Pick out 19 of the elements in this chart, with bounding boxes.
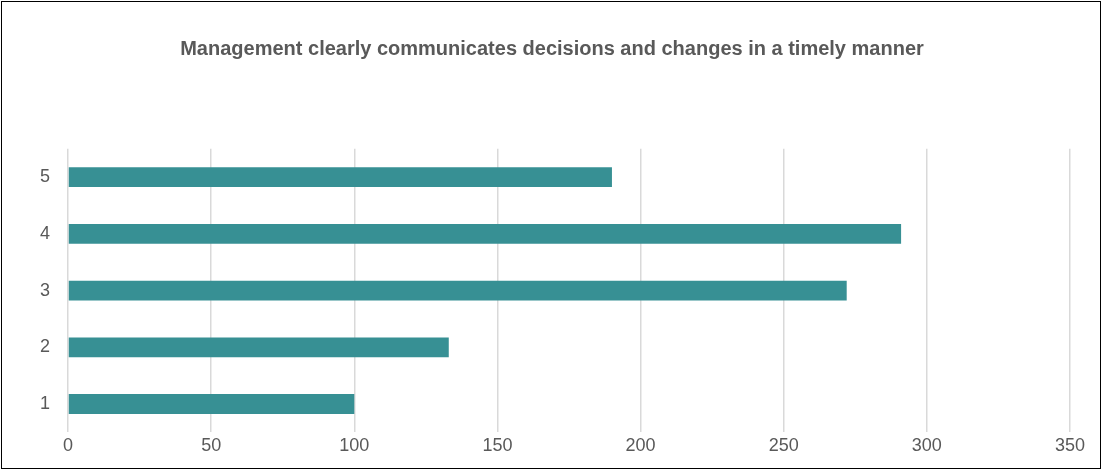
bar	[68, 337, 449, 358]
x-tick-label: 50	[201, 435, 222, 456]
chart-title: Management clearly communicates decisions and changes in a timely manner	[179, 36, 925, 61]
x-tick-label: 100	[339, 435, 370, 456]
x-tick-label: 250	[768, 435, 799, 456]
x-tick-label: 150	[482, 435, 513, 456]
bar	[68, 167, 612, 188]
x-tick-label: 0	[63, 435, 74, 456]
y-tick-label: 2	[40, 336, 51, 357]
x-tick-label: 350	[1054, 435, 1086, 456]
y-tick-label: 1	[40, 393, 51, 414]
bar	[68, 280, 847, 301]
y-tick-label: 5	[40, 166, 51, 187]
y-tick-label: 3	[40, 279, 51, 300]
x-tick-label: 200	[625, 435, 656, 456]
bar	[68, 223, 902, 244]
x-tick-label: 300	[911, 435, 942, 456]
bar	[68, 394, 355, 414]
y-tick-label: 4	[40, 222, 51, 243]
